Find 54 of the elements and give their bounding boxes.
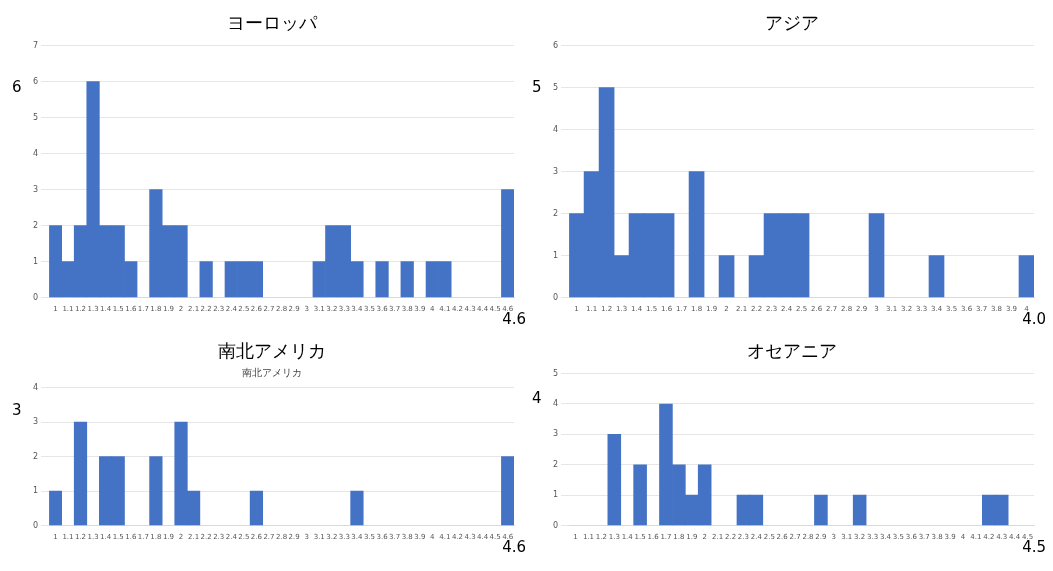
- y-tick-label: 5: [553, 82, 559, 92]
- y-tick-label: 1: [553, 250, 559, 260]
- bar: [814, 494, 828, 526]
- y-tick-label: 6: [553, 40, 559, 50]
- chart-title: ヨーロッパ: [227, 12, 318, 34]
- y-tick-label: 3: [553, 166, 559, 176]
- text: 4: [532, 389, 542, 408]
- bar: [400, 261, 414, 298]
- text: 3: [12, 400, 22, 419]
- y-tick-label: 0: [553, 520, 559, 530]
- y-tick-label: 1: [33, 486, 39, 496]
- y-tick-label: 7: [33, 40, 39, 50]
- bar: [928, 255, 945, 298]
- text: 6: [12, 78, 22, 97]
- bar: [501, 189, 514, 298]
- bar: [49, 490, 62, 526]
- chart-title: オセアニア: [747, 340, 837, 362]
- y-tick-label: 3: [553, 429, 559, 439]
- bar: [633, 464, 647, 526]
- y-tick-label: 3: [33, 184, 39, 194]
- bar: [199, 261, 213, 298]
- y-tick-label: 4: [553, 399, 559, 409]
- bar: [350, 490, 364, 526]
- y-tick-label: 2: [33, 220, 39, 230]
- chart-subtitle: 南北アメリカ: [242, 367, 302, 379]
- bar: [607, 434, 622, 526]
- y-tick-label: 0: [33, 292, 39, 302]
- y-tick-label: 2: [553, 208, 559, 218]
- bar: [852, 494, 867, 526]
- bar: [718, 255, 735, 298]
- y-tick-label: 6: [33, 76, 39, 86]
- y-tick-label: 0: [33, 520, 39, 530]
- bar: [249, 490, 264, 526]
- bar: [688, 171, 705, 298]
- chart-title: 南北アメリカ: [218, 340, 326, 362]
- y-tick-label: 2: [33, 451, 39, 461]
- y-tick-label: 0: [553, 292, 559, 302]
- y-tick-label: 3: [33, 417, 39, 427]
- chart-title: アジア: [765, 12, 819, 34]
- y-tick-label: 2: [553, 459, 559, 469]
- y-tick-label: 5: [553, 368, 559, 378]
- y-tick-label: 1: [553, 490, 559, 500]
- bar: [73, 421, 88, 526]
- bar: [375, 261, 389, 298]
- bar: [149, 456, 163, 526]
- y-tick-label: 1: [33, 256, 39, 266]
- y-tick-label: 4: [553, 124, 559, 134]
- y-tick-label: 5: [33, 112, 39, 122]
- bar: [868, 213, 885, 298]
- text: 5: [532, 78, 542, 97]
- y-tick-label: 4: [33, 148, 39, 158]
- bar: [501, 456, 514, 526]
- bar: [1018, 255, 1034, 298]
- y-tick-label: 4: [33, 382, 39, 392]
